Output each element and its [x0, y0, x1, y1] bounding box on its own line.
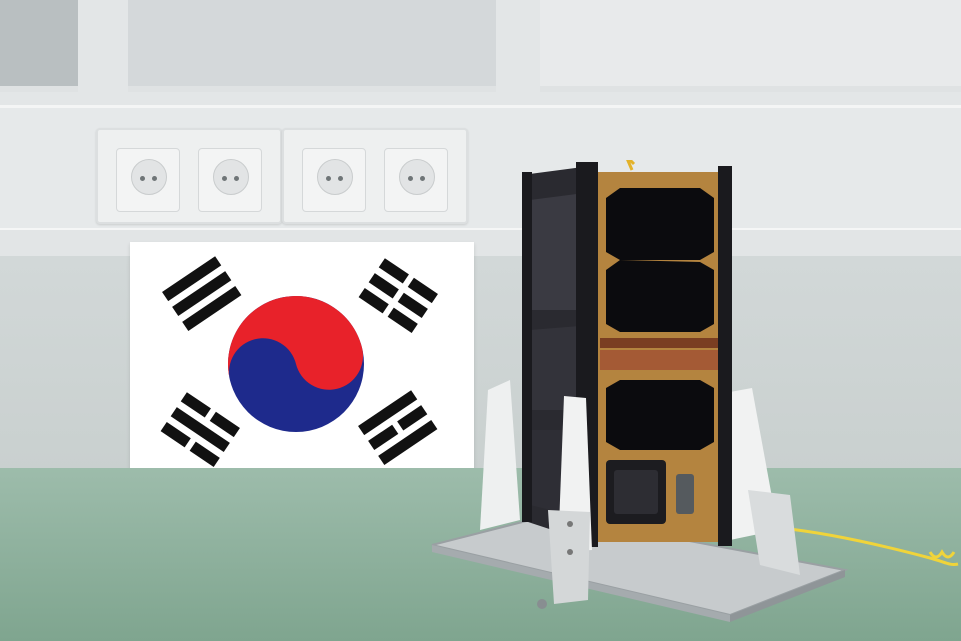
window-pane [540, 0, 961, 92]
trigram-top-right [358, 258, 438, 333]
serial-connector [676, 474, 694, 514]
outlet-strip-left [96, 128, 282, 224]
trigram-bottom-right [358, 390, 438, 465]
cubesat-rail [718, 166, 732, 546]
taegeuk-emblem [228, 296, 364, 432]
solar-cell [606, 260, 714, 332]
trigram-top-left [162, 256, 242, 331]
cable-icon [780, 526, 959, 566]
power-outlet-icon [198, 148, 262, 212]
flag-of-south-korea-icon [130, 242, 474, 487]
power-outlet-icon [384, 148, 448, 212]
window-pane [128, 0, 496, 92]
solar-cell [606, 188, 714, 260]
power-outlet-icon [302, 148, 366, 212]
outlet-strip-right [282, 128, 468, 224]
solar-cell [606, 380, 714, 450]
window-area [0, 0, 961, 105]
trigram-bottom-left [160, 392, 240, 467]
power-outlet-icon [116, 148, 180, 212]
cubesat-icon [431, 160, 849, 622]
mounting-stand [480, 380, 520, 530]
window-pane [0, 0, 78, 92]
